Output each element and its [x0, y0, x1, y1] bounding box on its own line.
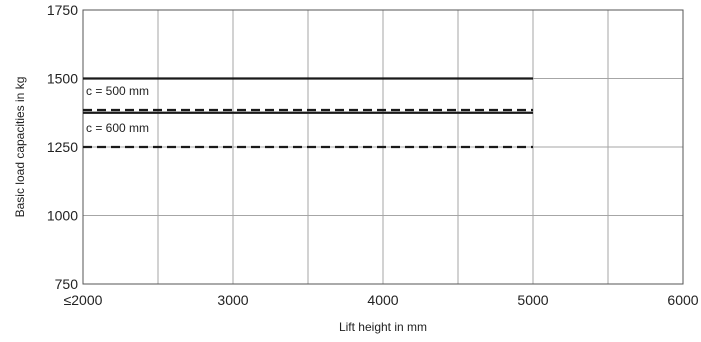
y-tick-label: 1000 — [47, 208, 78, 224]
annotations: c = 500 mm c = 600 mm — [86, 84, 149, 135]
y-tick-label: 750 — [55, 276, 79, 292]
x-axis-label: Lift height in mm — [339, 320, 427, 334]
x-tick-label: ≤2000 — [64, 292, 103, 308]
x-tick-label: 5000 — [517, 292, 548, 308]
annotation-label: c = 600 mm — [86, 121, 149, 135]
annotation-label: c = 500 mm — [86, 84, 149, 98]
x-tick-label: 4000 — [367, 292, 398, 308]
x-tick-label: 6000 — [667, 292, 698, 308]
x-tick-labels: ≤2000 3000 4000 5000 6000 — [64, 292, 699, 308]
y-tick-label: 1500 — [47, 71, 78, 87]
y-axis-label: Basic load capacities in kg — [13, 77, 27, 218]
series-lines — [83, 77, 533, 149]
x-tick-label: 3000 — [217, 292, 248, 308]
y-tick-labels: 750 1000 1250 1500 1750 — [47, 2, 78, 292]
y-tick-label: 1750 — [47, 2, 78, 18]
y-tick-label: 1250 — [47, 139, 78, 155]
